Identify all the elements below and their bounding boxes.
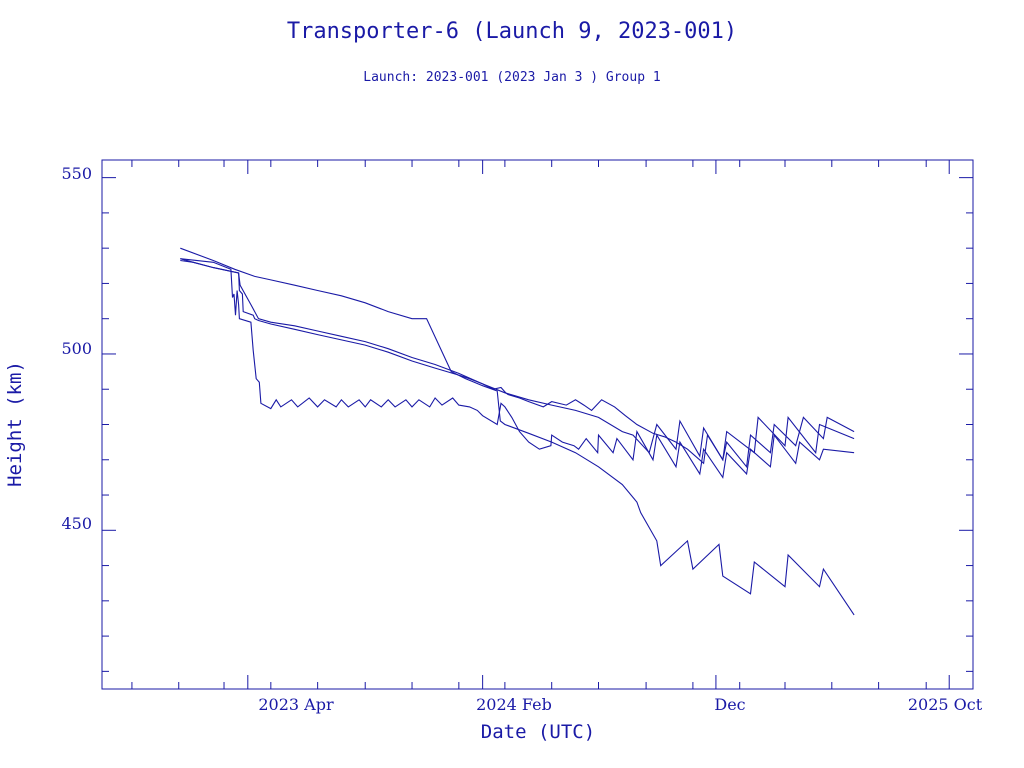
series-line-4 bbox=[180, 258, 855, 479]
series-group bbox=[180, 247, 855, 616]
chart-title: Transporter-6 (Launch 9, 2023-001) bbox=[287, 19, 737, 44]
x-tick-label-2024-feb: 2024 Feb bbox=[476, 695, 552, 714]
series-line-2 bbox=[180, 258, 855, 462]
chart-subtitle: Launch: 2023-001 (2023 Jan 3 ) Group 1 bbox=[363, 70, 660, 85]
plot-frame bbox=[101, 159, 974, 690]
series-line-1 bbox=[180, 259, 855, 469]
x-axis-label: Date (UTC) bbox=[481, 721, 595, 743]
y-tick-label-550: 550 bbox=[61, 164, 92, 183]
x-axis-ticks bbox=[131, 160, 974, 689]
y-axis-ticks bbox=[102, 177, 973, 672]
x-tick-label-dec: Dec bbox=[714, 695, 745, 714]
x-tick-label-2023-apr: 2023 Apr bbox=[258, 695, 334, 714]
y-tick-label-450: 450 bbox=[61, 514, 92, 533]
series-line-3 bbox=[180, 247, 855, 616]
x-tick-label-2025-oct: 2025 Oct bbox=[908, 695, 983, 714]
y-axis-label: Height (km) bbox=[4, 361, 26, 487]
y-tick-label-500: 500 bbox=[61, 339, 92, 358]
